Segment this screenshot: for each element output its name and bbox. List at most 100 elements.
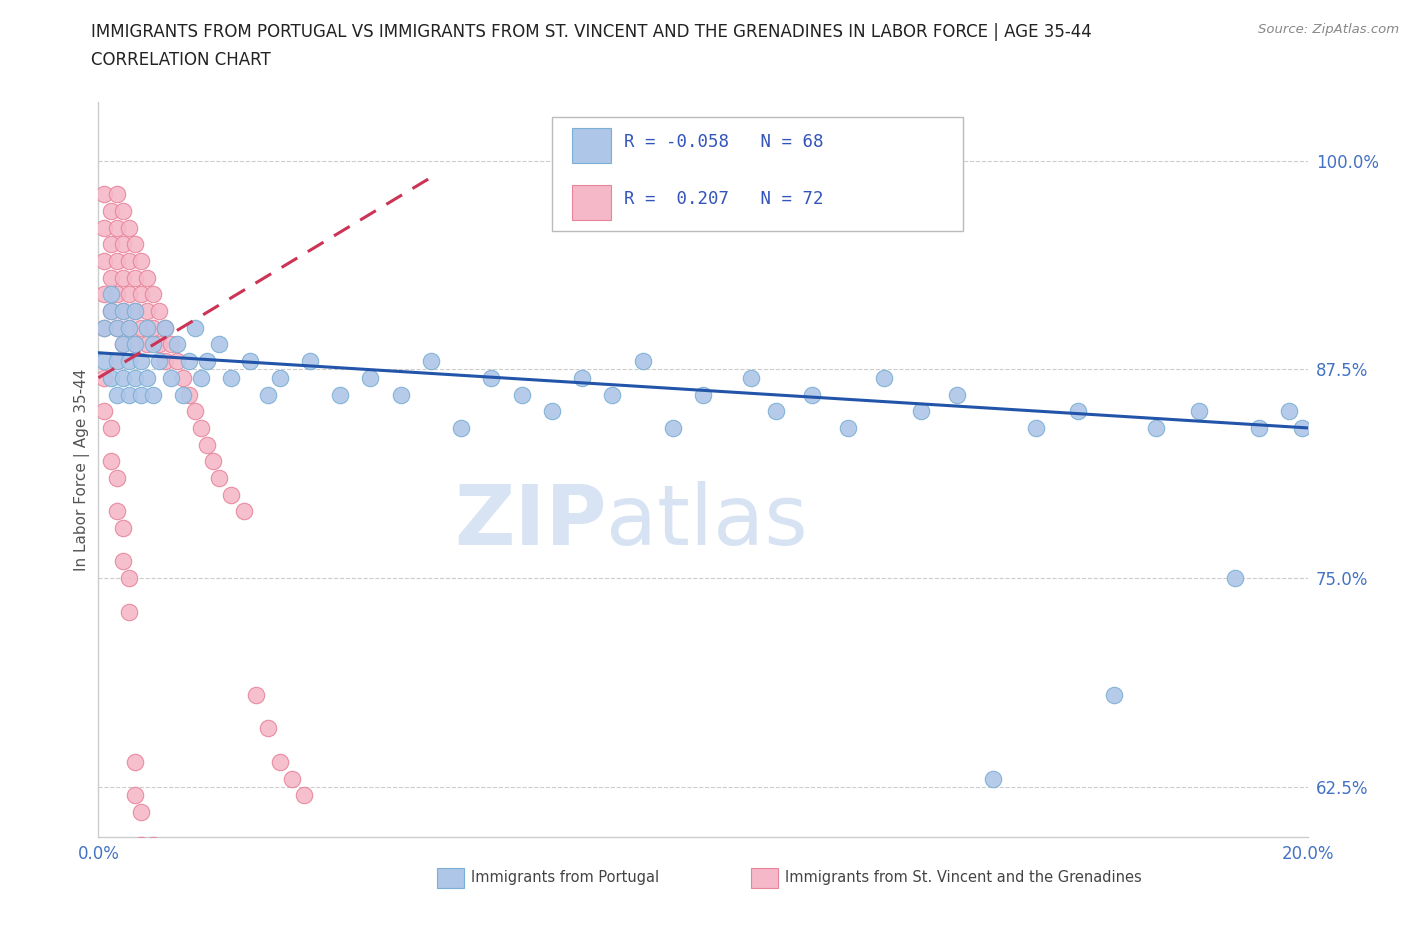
Point — [93, 320, 115, 335]
Point — [1249, 420, 1271, 435]
FancyBboxPatch shape — [572, 128, 612, 164]
Point — [135, 303, 157, 318]
Point — [135, 337, 157, 352]
Point — [1278, 404, 1301, 418]
Point — [292, 788, 315, 803]
Point — [142, 320, 165, 335]
FancyBboxPatch shape — [572, 184, 612, 219]
Text: Immigrants from Portugal: Immigrants from Portugal — [471, 870, 659, 885]
Point — [281, 771, 304, 786]
Point — [105, 320, 128, 335]
Point — [124, 337, 146, 352]
Point — [124, 788, 146, 803]
Text: ZIP: ZIP — [454, 481, 606, 562]
Point — [245, 687, 267, 702]
Point — [93, 187, 115, 202]
FancyBboxPatch shape — [751, 868, 778, 888]
Point — [873, 370, 896, 385]
Point — [105, 353, 128, 368]
Point — [100, 271, 122, 286]
Point — [111, 271, 134, 286]
Point — [481, 370, 503, 385]
Point — [153, 320, 176, 335]
Point — [946, 387, 969, 402]
Point — [118, 286, 141, 301]
Point — [111, 237, 134, 252]
Point — [124, 370, 146, 385]
Y-axis label: In Labor Force | Age 35-44: In Labor Force | Age 35-44 — [75, 368, 90, 571]
Point — [105, 387, 128, 402]
Point — [105, 353, 128, 368]
Point — [208, 337, 231, 352]
Point — [1067, 404, 1090, 418]
Text: Immigrants from St. Vincent and the Grenadines: Immigrants from St. Vincent and the Gren… — [785, 870, 1142, 885]
Point — [269, 754, 291, 769]
Point — [118, 571, 141, 586]
Point — [93, 254, 115, 269]
Point — [232, 504, 254, 519]
Point — [124, 303, 146, 318]
Point — [190, 420, 212, 435]
Point — [142, 387, 165, 402]
Point — [1188, 404, 1211, 418]
Point — [118, 320, 141, 335]
Point — [160, 337, 183, 352]
Point — [118, 604, 141, 619]
Point — [148, 353, 170, 368]
Point — [1223, 571, 1246, 586]
Text: IMMIGRANTS FROM PORTUGAL VS IMMIGRANTS FROM ST. VINCENT AND THE GRENADINES IN LA: IMMIGRANTS FROM PORTUGAL VS IMMIGRANTS F… — [91, 23, 1092, 41]
Point — [269, 370, 291, 385]
Point — [129, 353, 152, 368]
Point — [105, 254, 128, 269]
Point — [100, 237, 122, 252]
Point — [256, 387, 278, 402]
Point — [93, 370, 115, 385]
Point — [129, 804, 152, 819]
Point — [124, 337, 146, 352]
Point — [118, 220, 141, 235]
Point — [221, 487, 243, 502]
Point — [118, 387, 141, 402]
Point — [100, 370, 122, 385]
Point — [124, 271, 146, 286]
Point — [118, 254, 141, 269]
Point — [160, 370, 183, 385]
Point — [129, 838, 152, 853]
Point — [129, 254, 152, 269]
Point — [602, 387, 624, 402]
Point — [1102, 687, 1125, 702]
Point — [571, 370, 593, 385]
Point — [172, 370, 194, 385]
Point — [93, 320, 115, 335]
Point — [1024, 420, 1046, 435]
Point — [166, 337, 188, 352]
Point — [100, 303, 122, 318]
Point — [142, 286, 165, 301]
Point — [105, 220, 128, 235]
Point — [184, 404, 207, 418]
Point — [100, 420, 122, 435]
Point — [100, 454, 122, 469]
Point — [420, 353, 443, 368]
Point — [124, 303, 146, 318]
Point — [93, 220, 115, 235]
Point — [135, 370, 157, 385]
Point — [299, 353, 322, 368]
Point — [1144, 420, 1167, 435]
Point — [111, 303, 134, 318]
Point — [153, 353, 176, 368]
FancyBboxPatch shape — [551, 117, 963, 231]
Point — [692, 387, 714, 402]
Point — [105, 286, 128, 301]
Point — [148, 303, 170, 318]
Point — [93, 404, 115, 418]
Point — [100, 286, 122, 301]
Text: CORRELATION CHART: CORRELATION CHART — [91, 51, 271, 69]
Point — [208, 471, 231, 485]
Point — [329, 387, 352, 402]
Point — [111, 337, 134, 352]
Point — [111, 204, 134, 219]
Point — [800, 387, 823, 402]
Point — [93, 353, 115, 368]
Point — [195, 353, 218, 368]
